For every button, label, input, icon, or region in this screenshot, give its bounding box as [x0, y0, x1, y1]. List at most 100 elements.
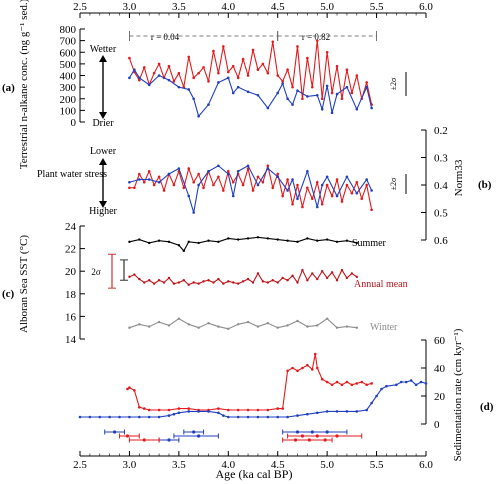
panel-c-series-1-point	[162, 281, 166, 284]
panel-b-error-label: ±2σ	[389, 177, 398, 190]
panel-b-arrow-head-up	[99, 158, 107, 165]
panel-a-arrow-head-up	[99, 55, 107, 62]
panel-b-series-0-point	[226, 169, 230, 173]
panel-a-series-1-point	[281, 82, 284, 85]
panel-c-series-1-point	[321, 270, 324, 273]
panel-c-series-1-point	[222, 282, 225, 285]
panel-c-y-tick-label: 24	[65, 221, 77, 233]
panel-c-series-0-point	[246, 237, 250, 240]
panel-b-series-1-point	[231, 194, 235, 198]
panel-c-series-1-point	[167, 276, 171, 280]
panel-a-series-0-point	[212, 49, 215, 53]
age-uncertainty-point	[167, 438, 171, 442]
panel-b-series-0-point	[157, 175, 161, 179]
panel-a-series-0-point	[330, 91, 334, 95]
panel-c-series-2-point	[217, 325, 220, 328]
panel-b-series-0-point	[182, 186, 186, 190]
panel-b-series-0-point	[172, 183, 176, 187]
panel-b-series-0-point	[162, 189, 166, 192]
panel-b-series-0-point	[315, 180, 319, 184]
panel-b-y-tick-label: 0.5	[434, 208, 448, 220]
panel-b-series-1-point	[192, 211, 195, 214]
panel-c-series-2-point	[128, 326, 131, 329]
panel-a-series-1-point	[296, 89, 299, 92]
panel-d-label: (d)	[480, 401, 494, 413]
panel-d-series-1-point	[256, 415, 260, 419]
panel-a-labels: (a) Terrestrial n-alkane conc. (ng g⁻¹ s…	[2, 0, 398, 169]
age-uncertainty-point	[300, 434, 305, 438]
panel-a-series-1-point	[231, 91, 235, 95]
panel-b-series-0-point	[152, 183, 156, 187]
panel-c-series-1-point	[128, 275, 131, 279]
panel-a-series-1-point	[365, 85, 368, 89]
panel-d-series-0-point	[370, 382, 373, 385]
panel-b-series-0-point	[281, 194, 284, 198]
panel-a-series-0-point	[246, 74, 250, 77]
legend-winter: Winter	[370, 322, 398, 333]
panel-b-series-0-point	[335, 178, 339, 181]
panel-d-series-0-point	[226, 408, 230, 412]
panel-b-series-1-point	[217, 164, 220, 168]
panel-d-series-0-point	[133, 389, 136, 392]
panel-c-series-2-point	[236, 323, 240, 326]
panel-a-series-0-point	[266, 71, 270, 75]
panel-d-series-1-point	[222, 414, 225, 417]
panel-d-series-1-point	[266, 415, 270, 419]
panel-c-labels: (c) Alboran Sea SST (°C) 2σ	[2, 235, 101, 333]
panel-c-series-0-point	[256, 236, 260, 239]
panel-c-series-1-point	[202, 280, 205, 283]
panel-d-series-1-point	[88, 415, 92, 419]
panel-b-series-0-point	[296, 183, 299, 187]
panel-c-y-tick-label: 22	[65, 244, 76, 256]
panel-b-series-0-point	[138, 172, 141, 176]
panel-d-series-0-point	[296, 369, 299, 373]
panel-b-series-1-line	[129, 164, 373, 213]
panel-a-series-0-point	[138, 78, 141, 82]
panel-c-series-1-point	[340, 268, 344, 272]
panel-d-series-0-point	[138, 405, 141, 409]
panel-a-series-1-point	[286, 97, 289, 101]
age-uncertainty-point	[293, 438, 298, 442]
panel-a-series-1-point	[167, 78, 171, 82]
panel-b-series-0-point	[276, 172, 280, 176]
panel-c-series-1-point	[345, 276, 349, 280]
panel-d-series-1-point	[345, 410, 349, 413]
panel-d-series-1-point	[380, 387, 383, 391]
bottom-x-tick-label: 4.5	[271, 459, 285, 471]
panel-c-series-2-point	[256, 325, 260, 328]
panel-a-series-1-point	[236, 85, 240, 89]
panel-c-series-0-point	[182, 249, 185, 253]
panel-b-series-0-point	[330, 194, 334, 198]
panel-a-y-tick-label: 300	[60, 82, 77, 94]
bottom-x-tick-label: 2.5	[73, 459, 87, 471]
panel-a-series-1-point	[306, 95, 309, 98]
panel-c-series-1-point	[207, 279, 210, 282]
correlation-label-1: r = 0.04	[151, 32, 180, 42]
panel-a-series-0-point	[320, 97, 324, 101]
panel-b-series-0-point	[266, 164, 270, 168]
panel-b-series-1-point	[345, 175, 349, 179]
panel-b-series-0-point	[355, 180, 359, 184]
panel-c-series-2-point	[167, 324, 171, 327]
panel-a-series-0-point	[187, 55, 191, 59]
panel-d-series-1-point	[177, 411, 181, 415]
panel-b-series-0-point	[212, 183, 215, 187]
panel-c-series-1-point	[172, 282, 176, 285]
panel-b-series-1-point	[236, 169, 240, 173]
panel-c-series-0-point	[128, 240, 131, 244]
panel-d-series-0-point	[286, 369, 289, 373]
panel-a-series-0-point	[306, 56, 309, 60]
panel-d-series-0-point	[187, 407, 191, 410]
panel-b-series-1-point	[320, 183, 324, 187]
panel-b-series-0-point	[360, 197, 364, 201]
panel-a-series-0-point	[172, 80, 176, 83]
panel-d-series-0-point	[142, 407, 146, 410]
panel-c-series-0-point	[276, 238, 279, 241]
panel-d-series-0-point	[217, 407, 220, 410]
panel-a-series-1-point	[330, 111, 334, 114]
panel-c-series-2-point	[325, 317, 329, 320]
panel-b-series-1-point	[286, 189, 289, 192]
panel-d-series-0-point	[167, 408, 171, 412]
panel-a-y-tick-label: 0	[71, 117, 77, 129]
panel-b-lower: Lower	[90, 146, 117, 157]
